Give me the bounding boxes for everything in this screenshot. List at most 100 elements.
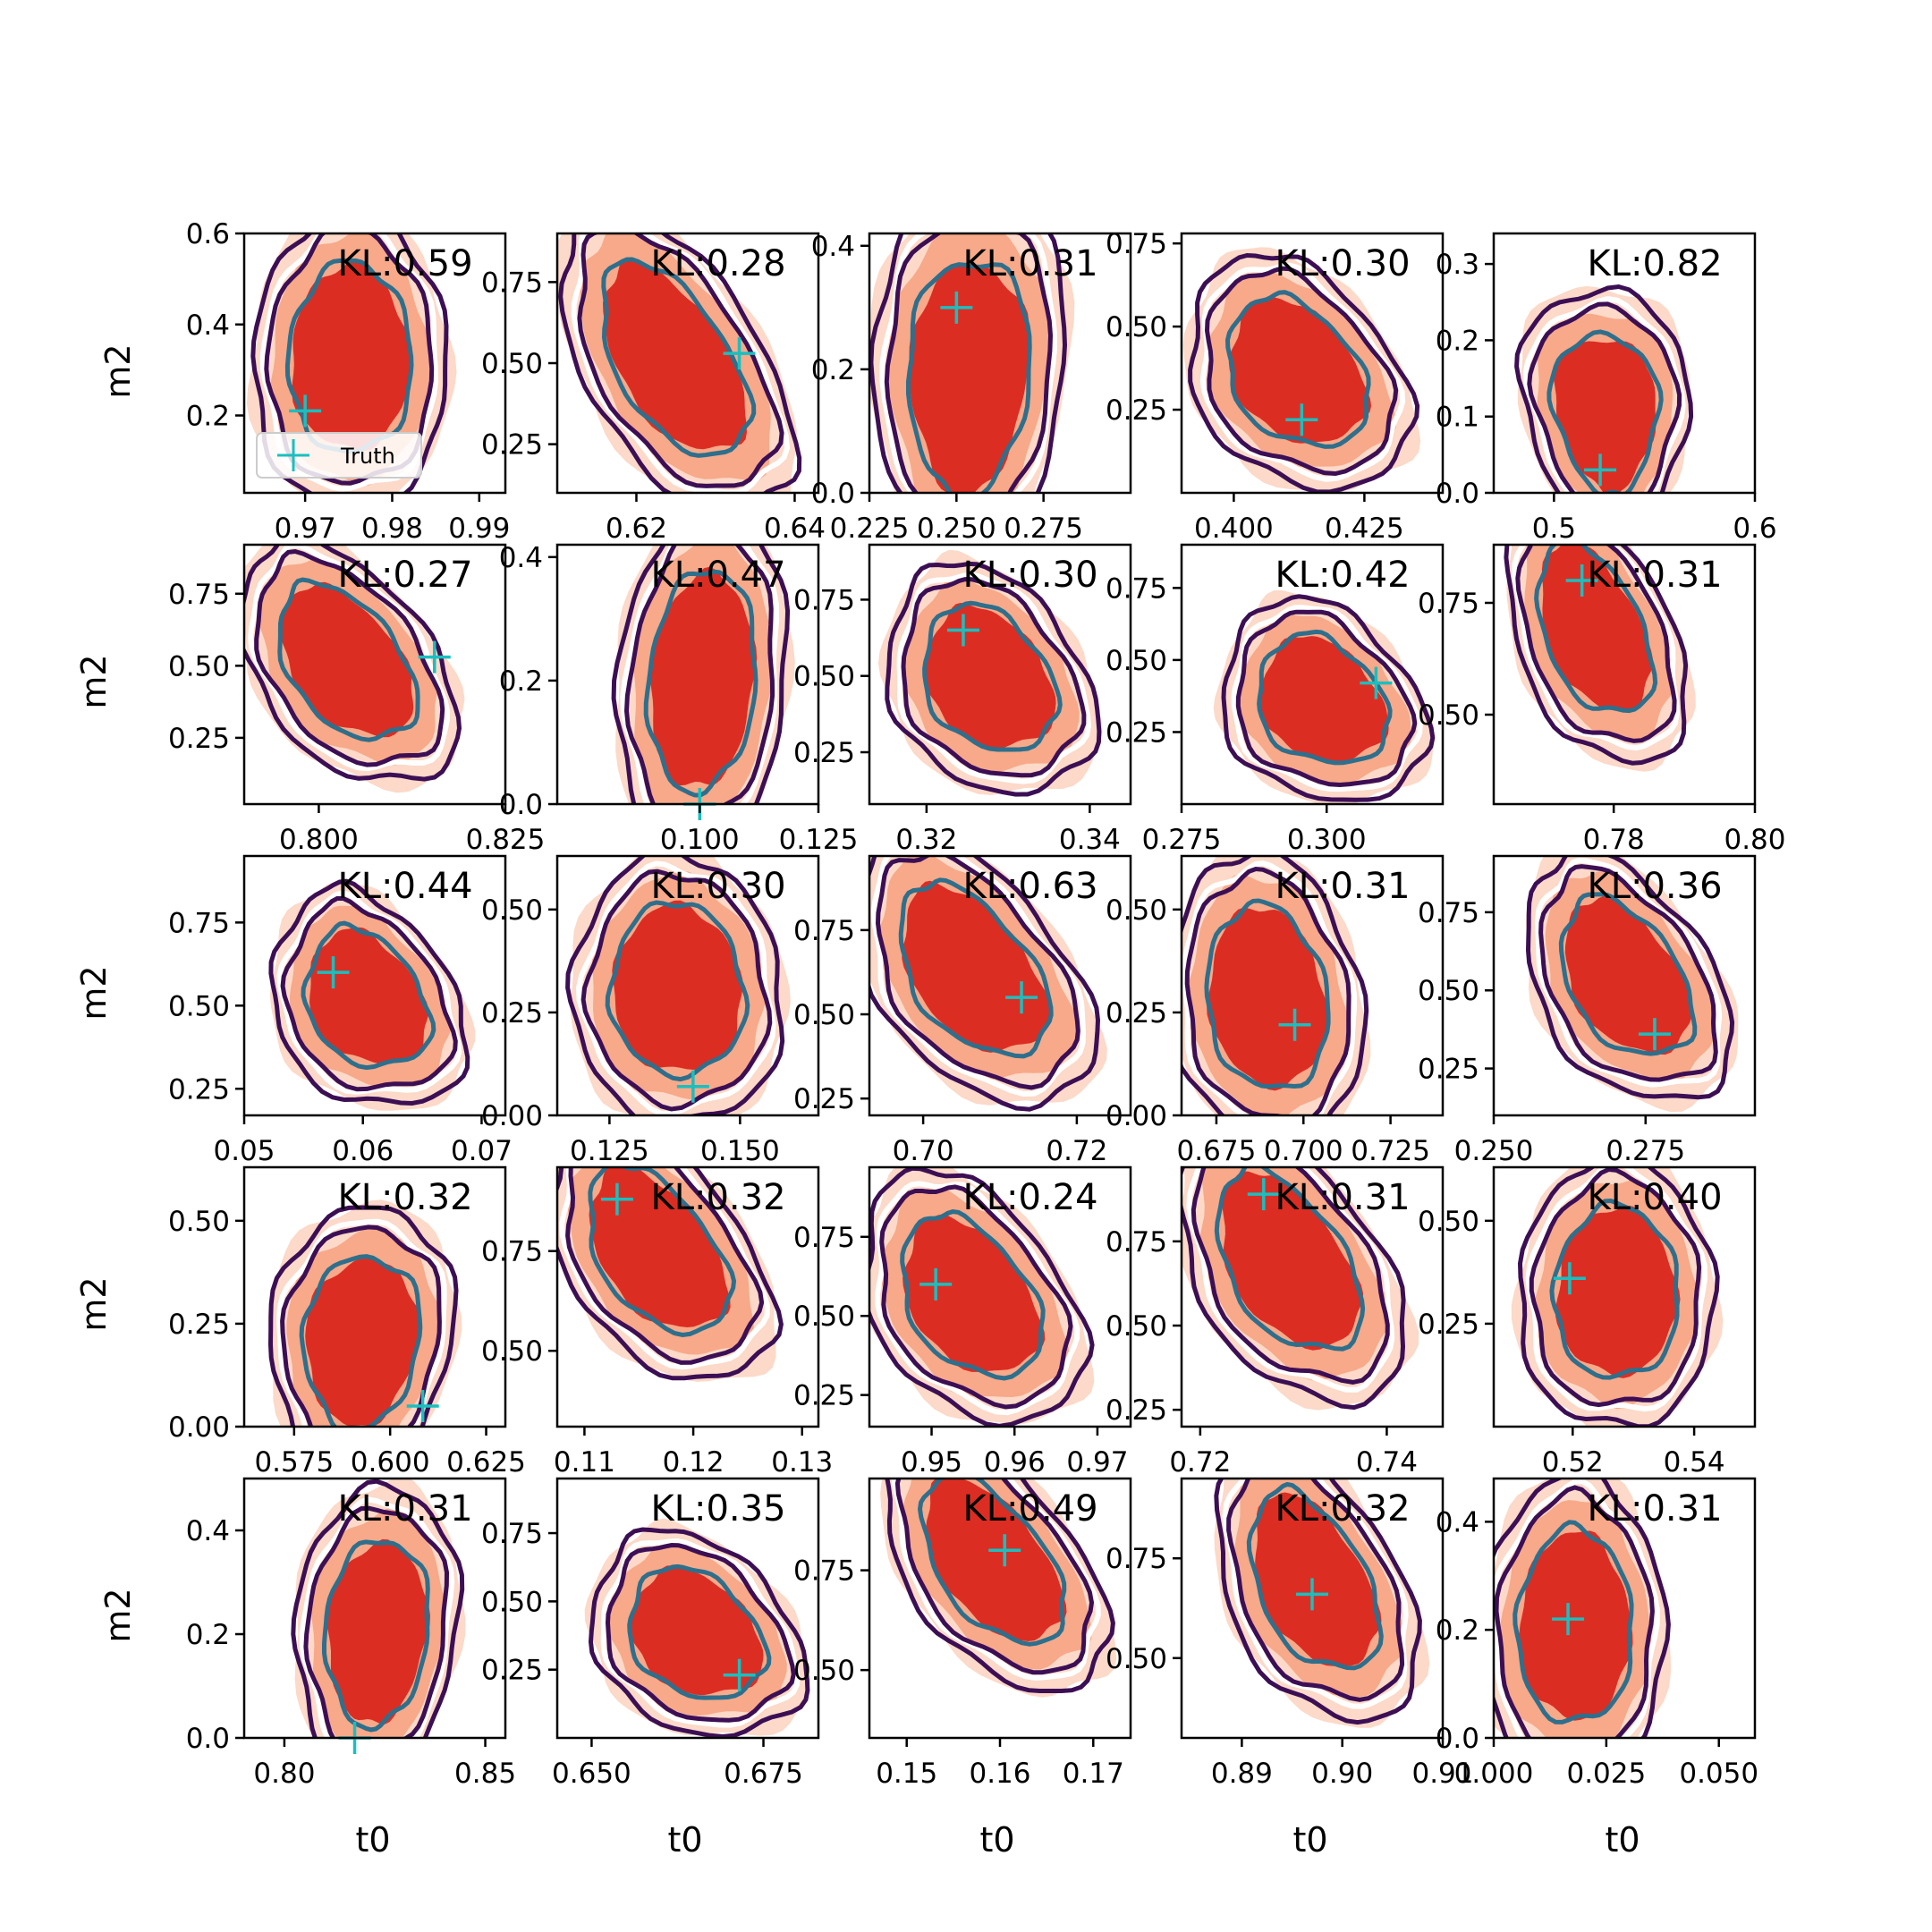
density-fill-inner <box>1228 297 1372 444</box>
kl-label: KL:0.27 <box>337 555 472 596</box>
panel-14: KL:0.31 0.675 0.700 0.725 0.00 0.25 0.50 <box>1106 854 1445 1167</box>
panel-frame <box>555 1165 820 1428</box>
x-tick-label: 0.11 <box>554 1446 615 1479</box>
y-tick-label: 0.0 <box>499 789 543 821</box>
contour-inner <box>601 257 757 458</box>
contour-outer <box>1504 545 1689 766</box>
y-tick-label: 0.50 <box>1418 699 1479 732</box>
contour-outer-2 <box>303 1505 450 1738</box>
panel-frame <box>1180 1165 1445 1428</box>
kl-label: KL:0.31 <box>337 1488 472 1530</box>
contour-inner <box>1204 898 1331 1089</box>
y-tick-label: 0.50 <box>1106 311 1167 343</box>
contour-white <box>870 856 1087 1097</box>
panel-frame <box>242 1477 507 1740</box>
contour-outer-2 <box>280 896 458 1092</box>
y-tick-label: 0.2 <box>1436 325 1479 357</box>
contour-inner <box>900 1209 1046 1381</box>
y-tick-label: 0.75 <box>1418 588 1479 620</box>
panel-16-density <box>267 1199 462 1427</box>
truth-marker <box>289 394 322 428</box>
y-tick-label: 0.25 <box>1418 1054 1479 1086</box>
y-tick-label: 0.25 <box>481 429 543 462</box>
truth-marker <box>919 1267 953 1301</box>
contour-outer-2 <box>565 1167 765 1365</box>
ylabel-row-3: m2 <box>74 965 114 1020</box>
x-tick-label: 0.89 <box>1211 1758 1273 1790</box>
kl-label: KL:0.42 <box>1275 555 1410 596</box>
x-tick-label: 0.72 <box>1046 1135 1107 1167</box>
x-tick-label: 0.97 <box>275 513 336 545</box>
contour-outer <box>1182 1167 1406 1411</box>
ylabel-row-1: m2 <box>98 343 138 398</box>
contour-outer-2 <box>254 548 445 767</box>
x-tick-label: 0.72 <box>1169 1446 1231 1479</box>
x-tick-label: 0.675 <box>724 1758 803 1790</box>
y-tick-label: 0.50 <box>793 1655 855 1687</box>
contour-outer <box>1188 252 1420 493</box>
y-tick-label: 0.25 <box>1106 394 1167 427</box>
x-tick-label: 0.17 <box>1063 1758 1124 1790</box>
panel-3-density <box>869 233 1075 493</box>
contour-inner <box>1224 290 1371 449</box>
x-tick-label: 0.78 <box>1583 824 1645 856</box>
contour-outer <box>565 856 785 1115</box>
contour-outer-2 <box>1191 1167 1390 1385</box>
legend-box <box>256 432 422 479</box>
x-tick-label: 0.125 <box>779 824 859 856</box>
contour-white <box>620 545 780 804</box>
truth-marker <box>1565 564 1598 597</box>
x-tick-label: 0.62 <box>606 513 667 545</box>
density-fill-inner <box>909 265 1030 493</box>
kl-label: KL:0.31 <box>1275 1177 1410 1218</box>
contour-outer-2 <box>1529 1167 1702 1408</box>
panel-24: KL:0.32 0.89 0.90 0.91 0.50 0.75 <box>1106 1477 1474 1790</box>
density-fill-inner <box>1541 545 1653 710</box>
x-tick-label: 0.13 <box>771 1446 833 1479</box>
contour-white <box>1512 545 1680 751</box>
x-tick-label: 0.12 <box>663 1446 724 1479</box>
contour-inner <box>277 577 420 742</box>
density-fill-inner <box>1222 1171 1364 1351</box>
density-fill-inner <box>305 1258 421 1427</box>
x-tick-label: 0.275 <box>1606 1135 1685 1167</box>
x-tick-label: 0.16 <box>969 1758 1030 1790</box>
panel-frame <box>1180 543 1445 806</box>
y-tick-label: 0.2 <box>186 401 230 433</box>
contour-outer-2 <box>1235 609 1418 788</box>
panel-9: KL:0.42 0.275 0.300 0.25 0.50 0.75 <box>1106 543 1445 856</box>
panel-frame <box>1180 232 1445 495</box>
panel-frame <box>868 543 1132 806</box>
density-fill-inner <box>292 260 413 451</box>
panel-7-density <box>611 545 795 804</box>
y-tick-label: 0.1 <box>1436 402 1479 434</box>
contour-inner <box>1549 1198 1680 1380</box>
contour-white <box>571 233 791 493</box>
y-tick-label: 0.50 <box>1418 975 1479 1007</box>
x-tick-label: 0.85 <box>454 1758 516 1790</box>
x-tick-label: 0.675 <box>1177 1135 1257 1167</box>
density-fill-inner <box>902 880 1052 1053</box>
x-tick-label: 0.34 <box>1059 824 1121 856</box>
truth-marker <box>988 1534 1021 1567</box>
legend: Truth <box>256 432 422 479</box>
contour-outer <box>1182 856 1369 1115</box>
contour-outer <box>291 1479 465 1738</box>
truth-marker <box>1360 666 1393 699</box>
y-tick-label: 0.75 <box>1106 572 1167 605</box>
truth-marker <box>1638 1018 1671 1051</box>
xlabel-col-3: t0 <box>979 1820 1014 1860</box>
x-tick-label: 0.575 <box>254 1446 334 1479</box>
x-tick-label: 0.07 <box>451 1135 513 1167</box>
density-fill-inner <box>629 1565 764 1696</box>
x-tick-label: 0.300 <box>1287 824 1367 856</box>
contour-outer <box>869 1167 1095 1427</box>
panel-frame <box>1492 543 1757 806</box>
contour-inner <box>299 1254 423 1427</box>
truth-marker <box>1584 453 1617 487</box>
panel-21: KL:0.31 0.80 0.85 0.0 0.2 0.4 <box>186 1477 516 1790</box>
x-tick-label: 0.250 <box>1454 1135 1534 1167</box>
contour-inner <box>1257 629 1393 766</box>
y-tick-label: 0.25 <box>793 1083 855 1115</box>
